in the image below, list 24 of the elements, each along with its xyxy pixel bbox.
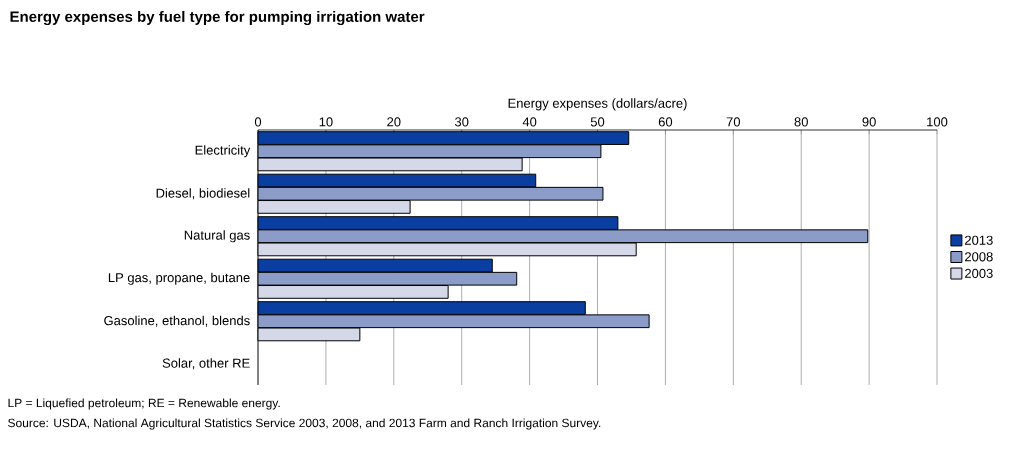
x-tick-label: 20	[387, 117, 401, 127]
y-tick-label: Gasoline, ethanol, blends	[104, 315, 250, 327]
y-tick-label: Electricity	[195, 145, 251, 158]
source-note: Source: USDA, National Agricultural Statistics Service 2003, 2008, and 2013 Farm and Ranch Irrigation Survey.	[8, 418, 601, 430]
x-tick-label: 50	[590, 117, 605, 127]
legend-label: 2008	[965, 252, 993, 262]
x-tick-label: 80	[794, 117, 808, 127]
y-tick-label: Natural gas	[184, 230, 250, 243]
chart-title: Energy expenses by fuel type for pumping irrigation water	[10, 10, 425, 26]
x-tick-label: 90	[862, 117, 876, 127]
legend-label: 2013	[965, 235, 993, 245]
x-tick-label: 30	[454, 117, 469, 127]
y-tick-label: Solar, other RE	[162, 358, 250, 370]
x-tick-label: 100	[927, 117, 948, 127]
y-tick-label: LP gas, propane, butane	[108, 272, 250, 285]
legend-label: 2003	[965, 268, 993, 278]
x-tick-label: 0	[254, 117, 262, 127]
x-tick-label: 70	[726, 117, 741, 127]
x-tick-label: 60	[658, 117, 673, 127]
x-axis-title: Energy expenses (dollars/acre)	[508, 98, 687, 111]
x-tick-label: 40	[522, 117, 537, 127]
text: LP = Liquefied petroleum; RE = Renewable energy.	[8, 398, 280, 410]
x-tick-label: 10	[319, 117, 333, 127]
y-tick-label: Diesel, biodiesel	[156, 188, 250, 200]
